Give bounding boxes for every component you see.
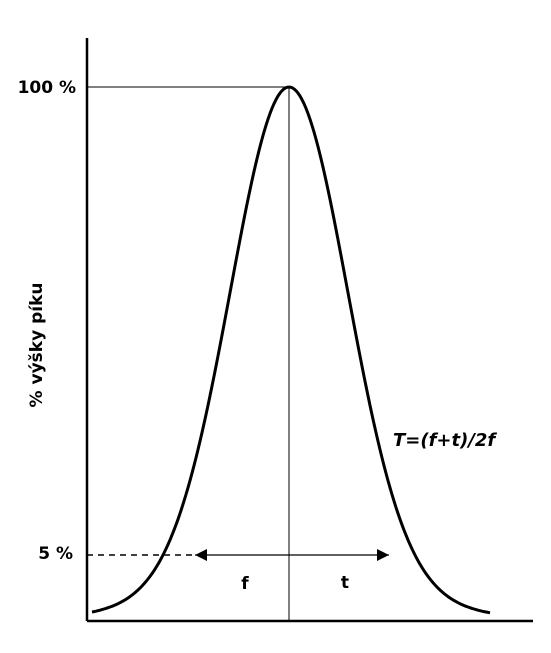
tick-label-100: 100 %	[18, 78, 76, 98]
tail-half-label: t	[341, 573, 349, 593]
tick-label-5: 5 %	[38, 544, 73, 564]
peak-curve	[91, 85, 491, 615]
tailing-formula: T=(f+t)/2f	[393, 430, 497, 451]
front-half-label: f	[241, 574, 249, 594]
y-axis-label: % výšky píku	[27, 283, 47, 408]
